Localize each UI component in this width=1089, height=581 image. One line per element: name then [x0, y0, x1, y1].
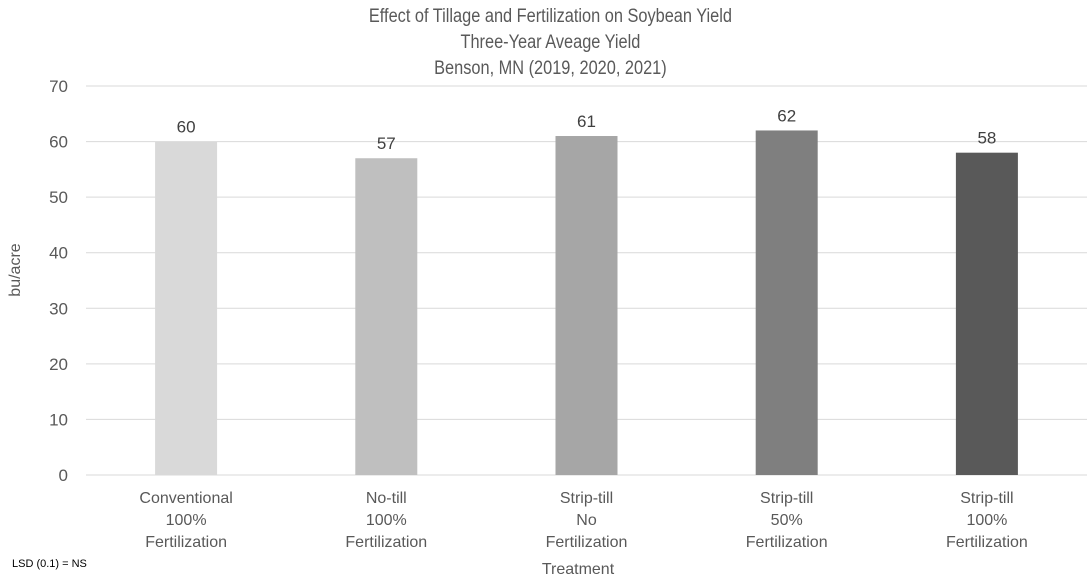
x-category-label: Fertilization — [345, 534, 427, 551]
x-category-label: Strip-till — [760, 490, 813, 507]
lsd-footnote: LSD (0.1) = NS — [12, 558, 87, 570]
data-label: 61 — [577, 112, 596, 131]
y-tick-label: 10 — [49, 410, 68, 429]
chart-title-line-2: Three-Year Aveage Yield — [460, 32, 641, 53]
x-category-label: Fertilization — [546, 534, 628, 551]
data-label: 57 — [377, 134, 396, 153]
x-category-label: 100% — [166, 512, 207, 529]
chart-title-line-1: Effect of Tillage and Fertilization on S… — [368, 6, 732, 27]
x-category-label: Strip-till — [960, 490, 1013, 507]
y-tick-label: 0 — [59, 466, 68, 485]
data-labels: 60 57 61 62 58 — [177, 106, 997, 153]
y-tick-label: 60 — [49, 133, 68, 152]
y-axis-title: bu/acre — [7, 243, 24, 296]
y-tick-label: 70 — [49, 77, 68, 96]
x-axis-categories: Conventional 100% Fertilization No-till 100%… — [139, 490, 1027, 551]
bar — [755, 130, 818, 475]
data-label: 58 — [977, 129, 996, 148]
chart-title-line-3: Benson, MN (2019, 2020, 2021) — [434, 58, 667, 79]
x-category-label: No-till — [366, 490, 407, 507]
y-tick-label: 40 — [49, 244, 68, 263]
data-label: 62 — [777, 106, 796, 125]
y-tick-label: 50 — [49, 188, 68, 207]
x-category-label: Strip-till — [560, 490, 613, 507]
bar — [555, 136, 618, 475]
bar — [155, 141, 218, 476]
bar — [355, 158, 418, 475]
x-category-label: Conventional — [139, 490, 232, 507]
y-tick-label: 30 — [49, 299, 68, 318]
x-category-label: 50% — [771, 512, 803, 529]
x-category-label: Fertilization — [746, 534, 828, 551]
x-axis-title: Treatment — [542, 561, 615, 578]
bars — [155, 130, 1018, 476]
x-category-label: Fertilization — [145, 534, 227, 551]
x-category-label: Fertilization — [946, 534, 1028, 551]
bar — [955, 152, 1018, 475]
x-category-label: 100% — [366, 512, 407, 529]
y-axis-ticks: 0 10 20 30 40 50 60 70 — [49, 77, 68, 485]
y-tick-label: 20 — [49, 355, 68, 374]
x-category-label: 100% — [966, 512, 1007, 529]
data-label: 60 — [177, 118, 196, 137]
x-category-label: No — [576, 512, 597, 529]
